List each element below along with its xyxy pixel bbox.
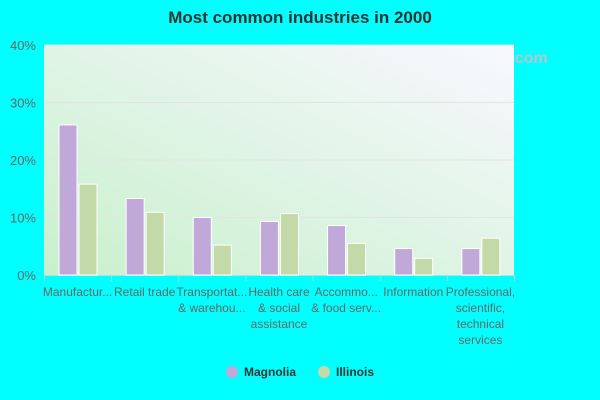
bar-illinois <box>145 211 165 276</box>
y-tick-label: 20% <box>10 153 36 168</box>
legend-swatch <box>225 366 238 378</box>
legend-swatch <box>318 366 330 378</box>
y-tick-label: 30% <box>10 96 36 111</box>
bar-magnolia <box>259 221 279 276</box>
bar-magnolia <box>125 198 145 276</box>
x-tick-label: Health care & social assistance <box>248 285 310 331</box>
legend-item-illinois[interactable]: Illinois <box>318 365 374 379</box>
x-tick-label: Transportat... & warehou... <box>176 285 247 315</box>
x-tick-label: Retail trade <box>114 285 176 299</box>
bar-magnolia <box>58 124 78 276</box>
y-tick-label: 0% <box>17 268 36 283</box>
x-tick-label: Manufactur... <box>43 285 112 299</box>
bar-illinois <box>481 237 501 276</box>
bar-illinois <box>279 212 299 276</box>
x-tick-label: Accommo... & food serv... <box>311 285 381 315</box>
x-tick-label: Information <box>383 285 443 299</box>
bar-illinois <box>212 244 232 276</box>
bar-magnolia <box>327 225 347 276</box>
bar-illinois <box>414 257 434 276</box>
bar-illinois <box>78 183 98 276</box>
legend: Magnolia Illinois <box>0 365 600 379</box>
y-tick-label: 40% <box>10 38 36 53</box>
y-tick-label: 10% <box>10 211 36 226</box>
bar-illinois <box>347 242 367 276</box>
chart-title: Most common industries in 2000 <box>168 8 432 27</box>
bar-magnolia <box>394 248 414 276</box>
bar-magnolia <box>192 217 212 276</box>
x-tick-label: Professional, scientific, technical service… <box>446 285 515 347</box>
legend-item-magnolia[interactable]: Magnolia <box>225 365 296 379</box>
bar-magnolia <box>461 248 481 276</box>
